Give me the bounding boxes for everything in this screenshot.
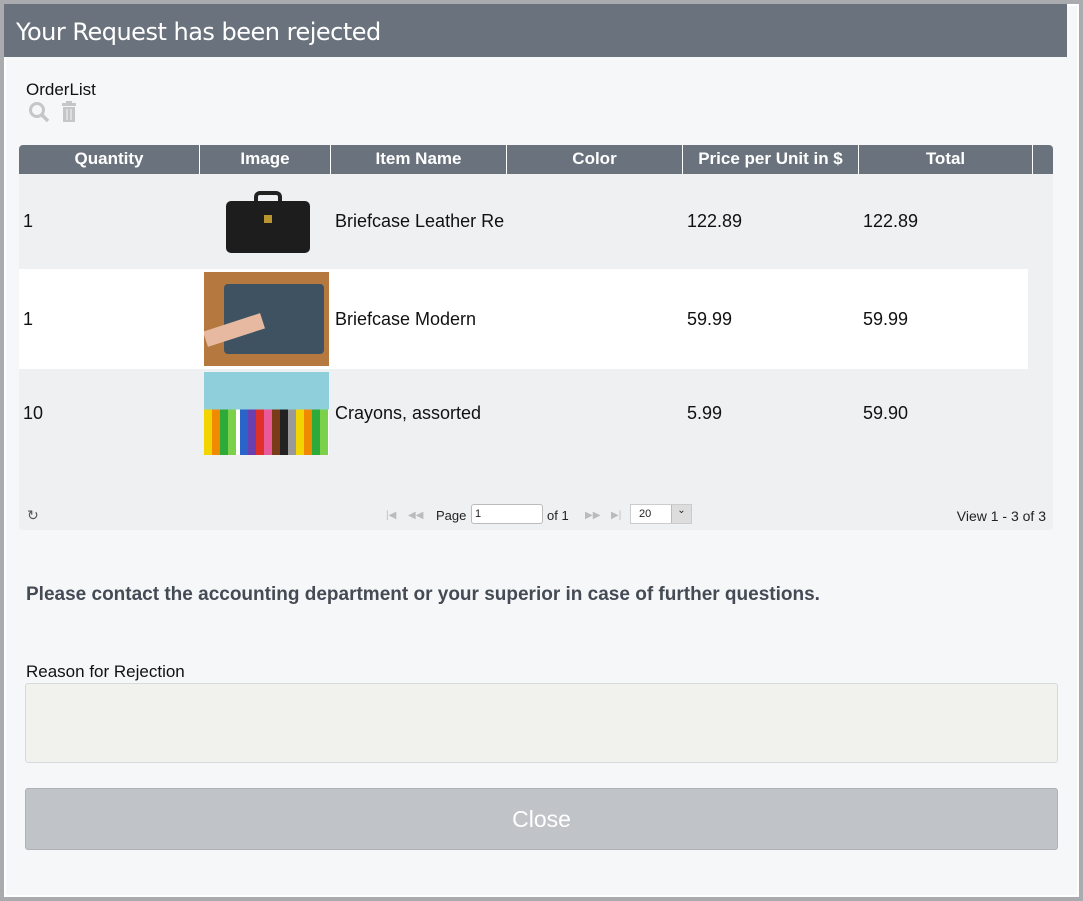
refresh-icon[interactable]: ↻ <box>27 507 39 523</box>
cell-quantity: 1 <box>23 211 34 231</box>
grid-header: Quantity Image Item Name Color Price per… <box>19 145 1053 174</box>
cell-item-name: Briefcase Modern <box>335 308 477 329</box>
last-page-icon[interactable]: ▶| <box>611 510 622 521</box>
search-icon[interactable] <box>28 101 50 123</box>
cell-image <box>200 371 331 455</box>
table-row[interactable]: 1 Briefcase Leather Re 122.89 122.89 <box>19 174 1028 269</box>
cell-image <box>200 272 331 366</box>
page-size-select[interactable]: 20 ⌄ <box>630 504 692 524</box>
cell-quantity: 1 <box>23 308 34 329</box>
next-page-icon[interactable]: ▶▶ <box>585 510 601 521</box>
dialog-title: Your Request has been rejected <box>4 4 1067 57</box>
column-price[interactable]: Price per Unit in $ <box>683 145 859 174</box>
column-image[interactable]: Image <box>200 145 331 174</box>
crayons-image <box>204 371 329 455</box>
column-quantity[interactable]: Quantity <box>19 145 200 174</box>
cell-total: 59.99 <box>863 308 909 329</box>
cell-quantity: 10 <box>23 402 44 423</box>
chevron-down-icon: ⌄ <box>671 505 691 523</box>
cell-price: 122.89 <box>687 211 743 231</box>
table-row[interactable]: 1 Briefcase Modern 59.99 59.99 <box>19 269 1028 369</box>
page-label: Page <box>436 508 467 523</box>
cell-item-name: Briefcase Leather Re <box>335 211 505 231</box>
order-grid: Quantity Image Item Name Color Price per… <box>19 145 1053 530</box>
column-item-name[interactable]: Item Name <box>331 145 507 174</box>
briefcase-modern-image <box>204 272 329 366</box>
column-total[interactable]: Total <box>859 145 1033 174</box>
contact-message: Please contact the accounting department… <box>26 584 820 605</box>
page-count: of 1 <box>547 508 569 523</box>
cell-total: 122.89 <box>863 211 919 231</box>
first-page-icon[interactable]: |◀ <box>386 510 397 521</box>
close-button[interactable]: Close <box>25 788 1058 850</box>
cell-item-name: Crayons, assorted <box>335 402 482 423</box>
view-count: View 1 - 3 of 3 <box>956 508 1046 524</box>
orderlist-label: OrderList <box>26 80 96 99</box>
trash-icon[interactable] <box>60 101 78 123</box>
table-row[interactable]: 10 Crayons, assorted 5.99 59.90 <box>19 369 1028 457</box>
cell-price: 59.99 <box>687 308 733 329</box>
prev-page-icon[interactable]: ◀◀ <box>408 510 424 521</box>
cell-total: 59.90 <box>863 402 909 423</box>
page-size-value: 20 <box>639 508 652 520</box>
briefcase-leather-image <box>225 190 310 253</box>
cell-price: 5.99 <box>687 402 723 423</box>
reason-field[interactable] <box>25 683 1058 763</box>
cell-image <box>200 190 331 253</box>
column-color[interactable]: Color <box>507 145 683 174</box>
page-input[interactable]: 1 <box>471 504 543 524</box>
pager: ↻ |◀ ◀◀ Page 1 of 1 ▶▶ ▶| 20 ⌄ View 1 - … <box>19 502 1053 530</box>
reason-label: Reason for Rejection <box>26 662 185 681</box>
